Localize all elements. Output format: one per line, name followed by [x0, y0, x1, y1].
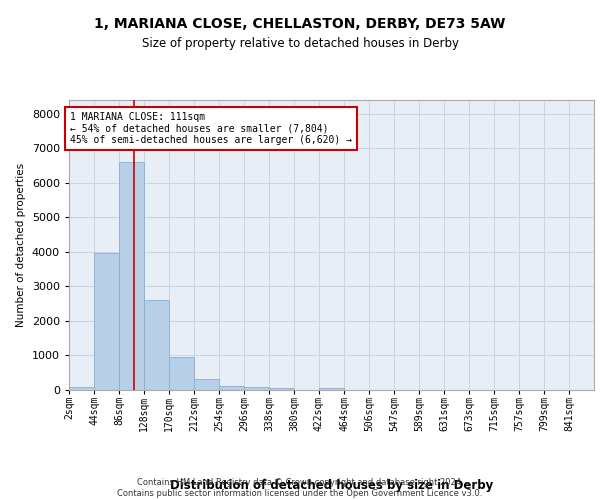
- Bar: [194, 380, 218, 390]
- Text: 1 MARIANA CLOSE: 111sqm
← 54% of detached houses are smaller (7,804)
45% of semi: 1 MARIANA CLOSE: 111sqm ← 54% of detache…: [70, 112, 352, 146]
- Bar: [220, 386, 244, 390]
- Y-axis label: Number of detached properties: Number of detached properties: [16, 163, 26, 327]
- Text: Contains HM Land Registry data © Crown copyright and database right 2024.
Contai: Contains HM Land Registry data © Crown c…: [118, 478, 482, 498]
- Bar: [119, 162, 143, 390]
- Bar: [70, 388, 94, 390]
- X-axis label: Distribution of detached houses by size in Derby: Distribution of detached houses by size …: [170, 480, 493, 492]
- Text: Size of property relative to detached houses in Derby: Size of property relative to detached ho…: [142, 38, 458, 51]
- Bar: [319, 388, 344, 390]
- Bar: [145, 300, 169, 390]
- Bar: [169, 357, 194, 390]
- Text: 1, MARIANA CLOSE, CHELLASTON, DERBY, DE73 5AW: 1, MARIANA CLOSE, CHELLASTON, DERBY, DE7…: [94, 18, 506, 32]
- Bar: [244, 387, 269, 390]
- Bar: [94, 252, 119, 390]
- Bar: [269, 388, 293, 390]
